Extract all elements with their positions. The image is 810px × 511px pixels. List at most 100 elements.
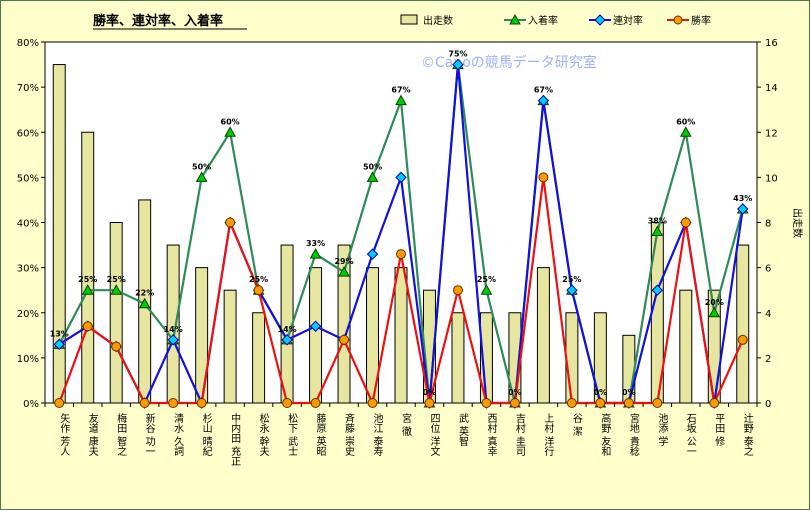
point-marker xyxy=(595,398,606,408)
point-marker xyxy=(566,398,577,408)
data-label: 25% xyxy=(107,275,126,284)
data-label: 14% xyxy=(164,325,183,334)
bar xyxy=(394,267,408,404)
y-right-tick-label: 6 xyxy=(765,264,771,275)
data-label: 0% xyxy=(423,388,437,397)
bar xyxy=(223,289,237,404)
point-marker xyxy=(481,398,492,408)
point-marker xyxy=(396,249,406,260)
point-marker xyxy=(253,285,264,296)
y-left-tick-label: 70% xyxy=(17,83,39,94)
point-marker xyxy=(138,297,151,309)
data-label: 43% xyxy=(733,194,752,203)
point-marker xyxy=(737,203,749,215)
point-marker xyxy=(737,334,748,345)
data-label: 60% xyxy=(676,117,695,126)
category-label: 武 英智 xyxy=(456,412,468,447)
data-label: 0% xyxy=(594,388,608,397)
category-label: 四位 洋文 xyxy=(428,413,440,457)
category-label: 松永 幹夫 xyxy=(257,412,269,457)
point-marker xyxy=(309,320,322,332)
point-marker xyxy=(167,334,179,346)
y-left-tick-label: 80% xyxy=(17,38,39,49)
category-label: 吉村 圭司 xyxy=(513,413,525,456)
legend-marker xyxy=(509,13,521,25)
point-marker xyxy=(282,398,293,408)
data-label: 22% xyxy=(135,289,154,298)
data-label: 33% xyxy=(306,239,325,248)
category-label: 平田 修 xyxy=(713,413,725,447)
y-left-tick-label: 30% xyxy=(17,264,39,275)
data-label: 0% xyxy=(508,388,522,397)
category-label: 上村 洋行 xyxy=(542,413,554,457)
point-marker xyxy=(82,321,93,332)
chart-title: 勝率、連対率、入着率 xyxy=(93,13,223,29)
bar xyxy=(536,267,550,404)
category-label: 宮地 貴稔 xyxy=(627,412,639,457)
point-marker xyxy=(708,306,721,318)
bar xyxy=(736,244,750,404)
point-marker xyxy=(566,284,578,296)
legend: 出走数 入着率 連対率 勝率 xyxy=(400,13,711,27)
point-marker xyxy=(366,171,379,182)
data-label: 25% xyxy=(78,275,97,284)
point-marker xyxy=(338,266,350,277)
data-label: 13% xyxy=(50,329,69,338)
bar xyxy=(109,222,123,404)
y-left-tick-label: 60% xyxy=(17,128,39,139)
data-label: 67% xyxy=(391,86,410,95)
data-label: 60% xyxy=(221,117,240,126)
point-marker xyxy=(366,248,379,260)
point-marker xyxy=(480,284,493,295)
bar xyxy=(679,289,693,404)
category-label: 藤原 英昭 xyxy=(314,413,326,457)
legend-swatch xyxy=(400,14,418,25)
y-left-tick-label: 20% xyxy=(17,309,39,320)
point-marker xyxy=(395,171,407,184)
category-label: 谷 潔 xyxy=(570,413,582,437)
category-label: 矢作 芳人 xyxy=(58,412,70,456)
point-marker xyxy=(651,225,664,237)
bar xyxy=(81,131,95,404)
data-label: 14% xyxy=(278,325,297,334)
legend-label: 入着率 xyxy=(528,14,558,27)
bar xyxy=(252,312,266,404)
point-marker xyxy=(309,248,322,259)
category-label: 松下 武士 xyxy=(286,412,298,456)
bar xyxy=(451,312,465,404)
data-label: 38% xyxy=(648,217,667,226)
y-right-tick-label: 16 xyxy=(765,38,778,49)
point-marker xyxy=(537,94,550,107)
point-marker xyxy=(225,217,236,228)
point-marker xyxy=(651,284,664,296)
category-label: 辻野 泰之 xyxy=(741,412,753,456)
point-marker xyxy=(196,398,207,408)
point-marker xyxy=(110,284,123,295)
category-label: 中内田 充正 xyxy=(229,412,241,466)
legend-marker xyxy=(673,15,683,25)
category-label: 新谷 功一 xyxy=(143,412,155,456)
bar xyxy=(565,312,579,404)
bar xyxy=(309,267,323,404)
point-marker xyxy=(709,398,720,408)
point-marker xyxy=(310,398,321,408)
point-marker xyxy=(452,58,464,71)
point-marker xyxy=(395,94,407,106)
category-label: 池江 泰寿 xyxy=(371,412,383,456)
legend-label: 出走数 xyxy=(423,14,453,27)
point-marker xyxy=(111,341,122,352)
point-marker xyxy=(424,398,435,408)
y-right-tick-label: 0 xyxy=(765,399,771,410)
watermark-text: ©Canoの競馬データ研究室 xyxy=(421,54,597,71)
data-label: 25% xyxy=(477,275,496,284)
data-label: 50% xyxy=(363,162,382,171)
data-label: 50% xyxy=(192,162,211,171)
y-right-tick-label: 12 xyxy=(765,128,778,139)
category-label: 斉藤 崇史 xyxy=(343,412,355,457)
data-label: 29% xyxy=(334,257,353,266)
point-marker xyxy=(139,398,150,408)
data-label: 25% xyxy=(562,275,581,284)
category-label: 杉山 晴紀 xyxy=(200,412,212,456)
